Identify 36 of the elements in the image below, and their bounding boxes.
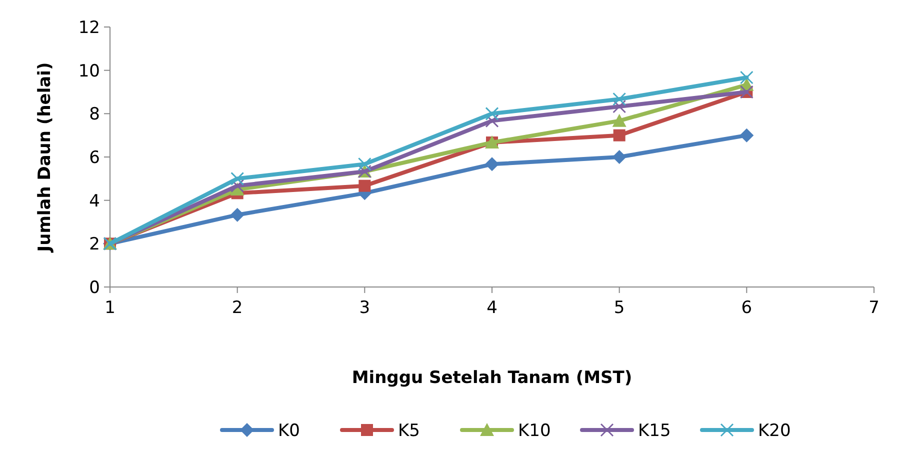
y-tick-label: 8 xyxy=(89,104,100,125)
y-tick-label: 6 xyxy=(89,148,100,168)
point xyxy=(230,172,244,186)
legend-label: K0 xyxy=(278,420,300,441)
x-tick-label: 6 xyxy=(741,298,752,318)
legend-label: K20 xyxy=(758,420,791,441)
legend-label: K15 xyxy=(638,420,671,441)
point xyxy=(613,129,626,142)
point xyxy=(612,114,626,127)
point xyxy=(358,157,372,171)
x-tick-label: 4 xyxy=(486,298,498,318)
point xyxy=(485,106,499,120)
x-tick-label: 3 xyxy=(359,298,370,318)
point xyxy=(740,70,754,84)
point xyxy=(485,157,499,172)
x-axis-title: Minggu Setelah Tanam (MST) xyxy=(352,368,632,388)
y-tick-label: 2 xyxy=(89,234,100,255)
point xyxy=(485,114,499,128)
x-tick-label: 2 xyxy=(232,298,243,318)
point xyxy=(612,150,626,164)
point xyxy=(612,100,626,114)
legend-label: K5 xyxy=(398,420,420,441)
x-tick-label: 1 xyxy=(104,298,116,318)
y-tick-label: 12 xyxy=(78,18,100,38)
legend-label: K10 xyxy=(518,420,551,441)
point xyxy=(230,179,244,193)
point xyxy=(230,208,244,222)
point xyxy=(358,180,371,192)
y-tick-label: 0 xyxy=(89,278,100,298)
y-axis-title: Jumlah Daun (helai) xyxy=(35,62,55,253)
point xyxy=(612,92,626,106)
point xyxy=(740,128,754,142)
y-tick-label: 4 xyxy=(89,191,100,212)
x-tick-label: 5 xyxy=(614,298,625,318)
y-tick-label: 10 xyxy=(78,61,100,82)
x-tick-label: 7 xyxy=(868,298,880,318)
